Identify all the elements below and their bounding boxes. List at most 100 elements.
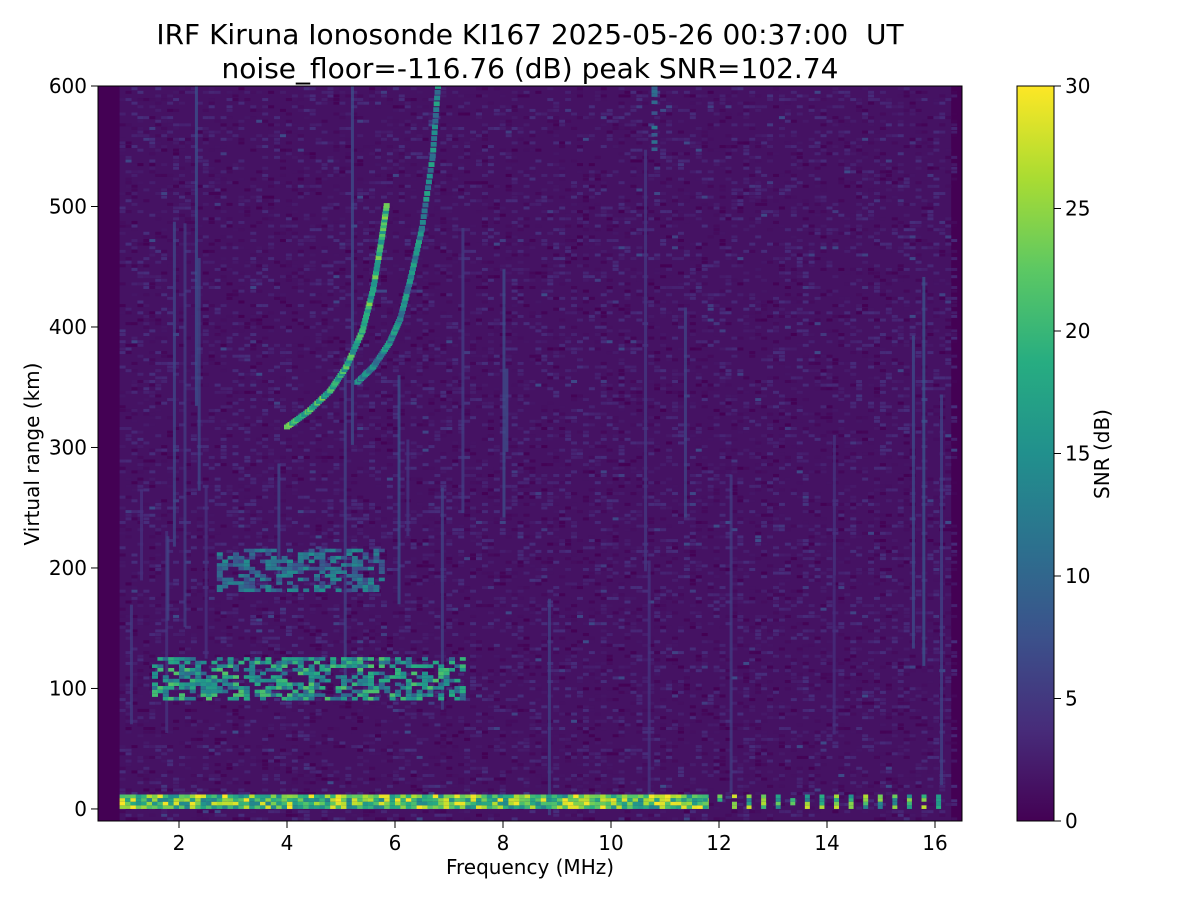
noise-cell xyxy=(268,727,275,731)
noise-cell xyxy=(428,755,435,759)
noise-cell xyxy=(446,390,453,394)
noise-cell xyxy=(511,242,518,246)
noise-cell xyxy=(303,87,310,91)
noise-cell xyxy=(535,716,542,720)
noise-cell xyxy=(250,719,257,723)
noise-cell xyxy=(155,571,162,575)
noise-cell xyxy=(202,477,209,481)
noise-cell xyxy=(190,708,197,712)
noise-cell xyxy=(161,126,168,130)
noise-cell xyxy=(190,640,197,644)
noise-cell xyxy=(333,369,340,373)
noise-cell xyxy=(208,513,215,517)
noise-cell xyxy=(523,437,530,441)
noise-cell xyxy=(499,777,506,781)
noise-cell xyxy=(173,184,180,188)
noise-cell xyxy=(505,249,512,253)
noise-cell xyxy=(279,676,286,680)
noise-cell xyxy=(297,126,304,130)
noise-cell xyxy=(137,260,144,264)
noise-cell xyxy=(256,495,263,499)
noise-cell xyxy=(470,524,477,528)
noise-cell xyxy=(291,766,298,770)
noise-cell xyxy=(523,202,530,206)
noise-cell xyxy=(125,676,132,680)
noise-cell xyxy=(143,98,150,102)
noise-cell xyxy=(155,249,162,253)
noise-cell xyxy=(184,553,191,557)
noise-cell xyxy=(481,145,488,149)
noise-cell xyxy=(416,155,423,159)
noise-cell xyxy=(345,145,352,149)
noise-cell xyxy=(416,745,423,749)
noise-cell xyxy=(274,405,281,409)
noise-cell xyxy=(470,416,477,420)
noise-cell xyxy=(238,734,245,738)
noise-cell xyxy=(321,318,328,322)
noise-cell xyxy=(470,181,477,185)
noise-cell xyxy=(321,611,328,615)
noise-cell xyxy=(333,817,340,821)
noise-cell xyxy=(238,781,245,785)
noise-cell xyxy=(351,481,358,485)
noise-cell xyxy=(523,748,530,752)
noise-cell xyxy=(410,661,417,665)
noise-cell xyxy=(476,643,482,647)
noise-cell xyxy=(256,354,263,358)
noise-cell xyxy=(321,387,328,391)
noise-cell xyxy=(297,607,304,611)
noise-cell xyxy=(220,502,227,506)
noise-cell xyxy=(143,380,150,383)
noise-cell xyxy=(529,535,536,539)
noise-cell xyxy=(315,708,322,712)
noise-cell xyxy=(476,318,482,322)
noise-cell xyxy=(446,318,453,322)
noise-cell xyxy=(143,239,150,243)
noise-cell xyxy=(487,206,494,210)
noise-cell xyxy=(196,582,203,586)
noise-cell xyxy=(214,383,221,387)
noise-cell xyxy=(196,730,203,734)
noise-cell xyxy=(369,546,376,550)
noise-cell xyxy=(167,466,174,470)
noise-cell xyxy=(279,625,286,629)
noise-cell xyxy=(404,275,411,279)
noise-cell xyxy=(220,116,227,120)
noise-cell xyxy=(398,155,405,159)
noise-cell xyxy=(517,137,524,141)
noise-cell xyxy=(487,437,494,441)
noise-cell xyxy=(452,145,459,149)
noise-cell xyxy=(404,730,411,734)
noise-cell xyxy=(375,647,382,651)
noise-cell xyxy=(125,159,132,163)
noise-cell xyxy=(464,401,471,405)
noise-cell xyxy=(446,625,453,629)
noise-cell xyxy=(440,220,447,224)
noise-cell xyxy=(303,448,310,452)
noise-cell xyxy=(137,600,144,604)
noise-cell xyxy=(392,249,399,253)
noise-cell xyxy=(238,119,245,123)
noise-cell xyxy=(256,257,263,261)
noise-cell xyxy=(279,694,286,698)
noise-cell xyxy=(262,701,269,705)
noise-cell xyxy=(291,788,298,792)
noise-cell xyxy=(464,763,471,767)
noise-cell xyxy=(333,206,340,210)
noise-cell xyxy=(333,354,340,358)
noise-cell xyxy=(167,361,174,365)
noise-cell xyxy=(505,698,512,702)
noise-cell xyxy=(339,640,346,644)
noise-cell xyxy=(398,611,405,615)
noise-cell xyxy=(422,564,429,568)
noise-cell xyxy=(256,376,263,380)
noise-cell xyxy=(481,752,488,756)
noise-cell xyxy=(487,372,494,376)
noise-cell xyxy=(262,412,269,416)
noise-cell xyxy=(434,495,441,499)
noise-cell xyxy=(125,687,132,691)
noise-cell xyxy=(333,531,340,535)
noise-cell xyxy=(208,419,215,423)
noise-cell xyxy=(196,694,203,698)
noise-cell xyxy=(262,777,269,781)
